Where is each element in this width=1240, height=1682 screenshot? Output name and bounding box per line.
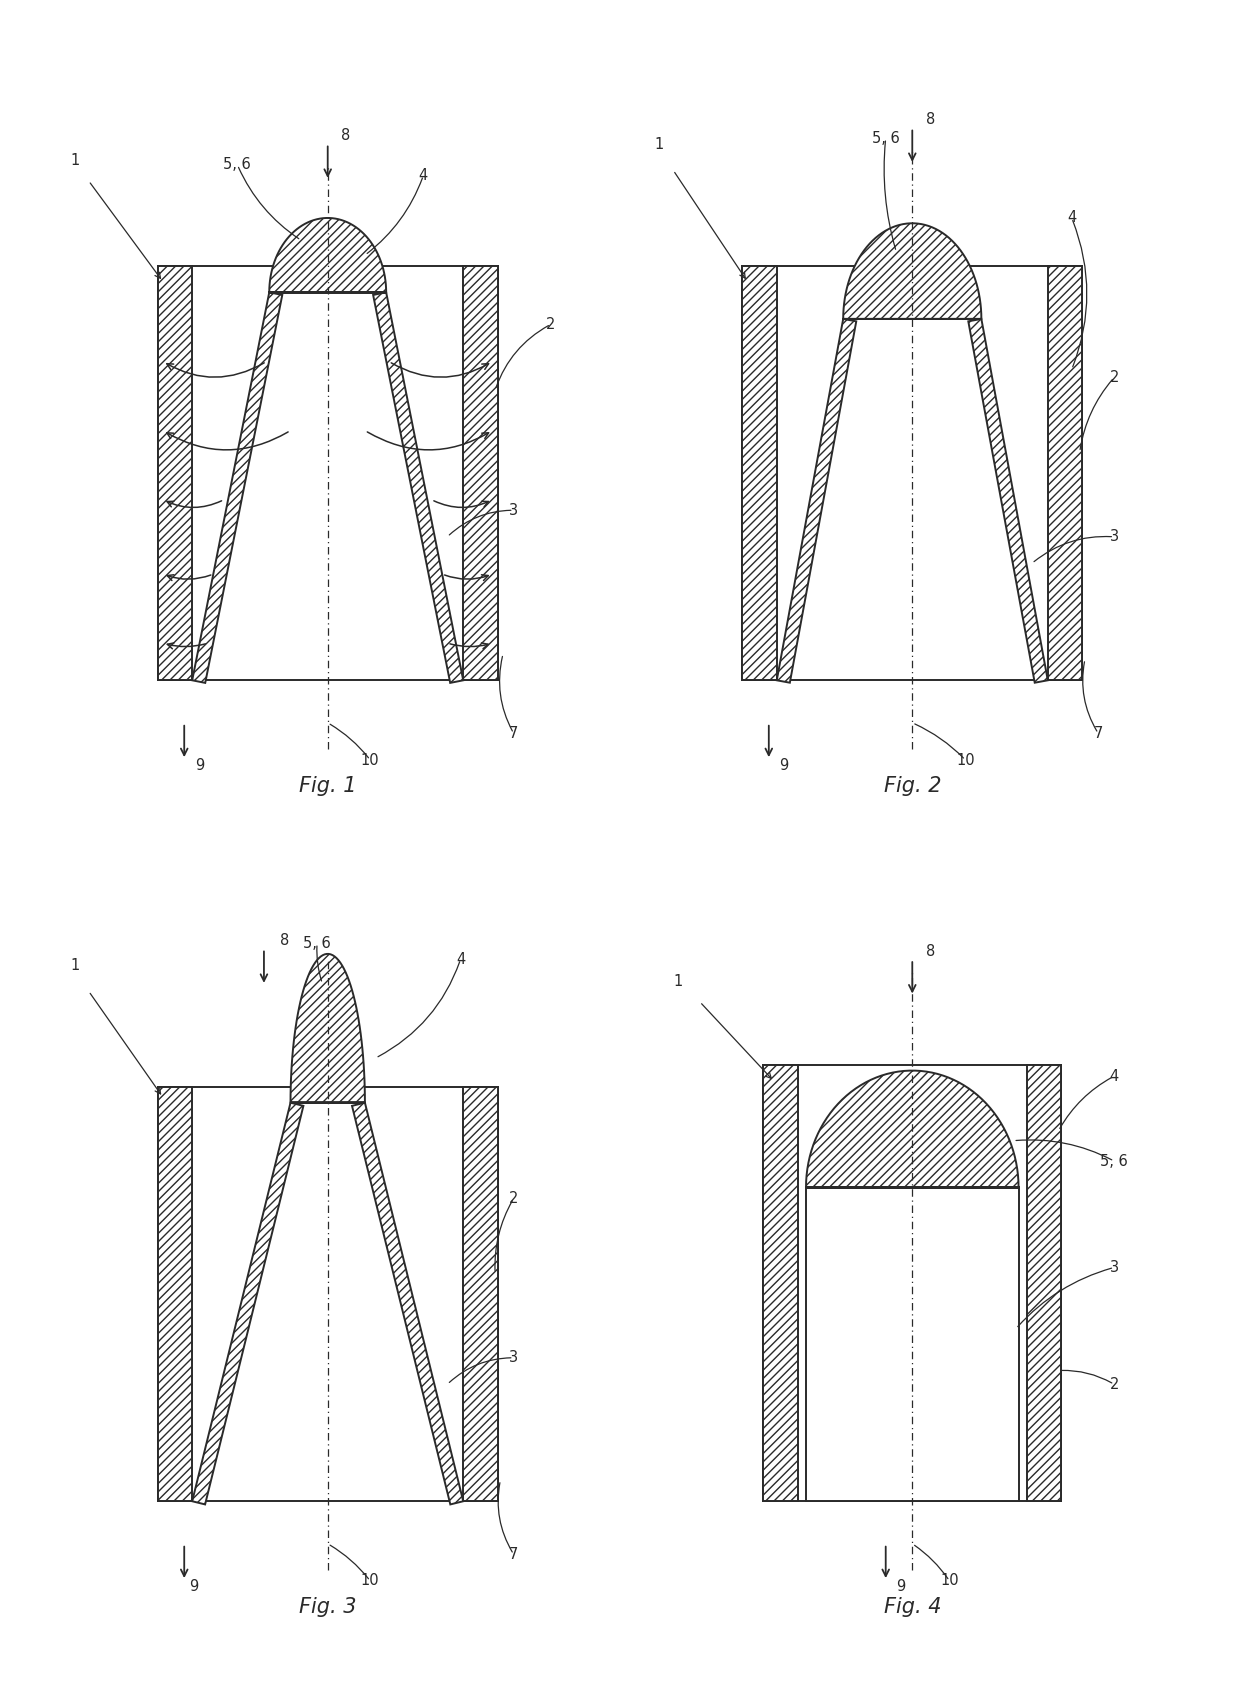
Bar — [157, 266, 497, 680]
Bar — [1027, 1065, 1061, 1502]
Text: 5, 6: 5, 6 — [1100, 1154, 1128, 1169]
Text: 7: 7 — [510, 1547, 518, 1563]
Text: 9: 9 — [897, 1579, 905, 1595]
Text: 2: 2 — [1110, 1378, 1118, 1391]
Text: 3: 3 — [1110, 1260, 1118, 1275]
Text: 8: 8 — [925, 113, 935, 128]
Bar — [743, 266, 776, 680]
Text: 8: 8 — [341, 128, 350, 143]
Text: 9: 9 — [780, 759, 789, 772]
Bar — [157, 1087, 192, 1502]
Polygon shape — [968, 320, 1048, 683]
Polygon shape — [192, 1103, 304, 1504]
Polygon shape — [352, 1103, 464, 1504]
Text: 2: 2 — [510, 1191, 518, 1206]
Text: 7: 7 — [1094, 727, 1102, 742]
Text: Fig. 4: Fig. 4 — [884, 1596, 941, 1616]
Text: 4: 4 — [1110, 1068, 1118, 1083]
Polygon shape — [373, 293, 464, 683]
Bar — [157, 1087, 497, 1502]
Text: 2: 2 — [547, 316, 556, 331]
Text: 3: 3 — [510, 1351, 518, 1366]
Text: 3: 3 — [1110, 530, 1118, 545]
Polygon shape — [269, 219, 386, 293]
Polygon shape — [843, 224, 981, 320]
Text: 8: 8 — [925, 944, 935, 959]
Text: 5, 6: 5, 6 — [304, 935, 331, 950]
Text: 4: 4 — [1068, 210, 1076, 225]
Text: 10: 10 — [361, 1573, 379, 1588]
Polygon shape — [290, 954, 365, 1103]
Bar — [806, 1187, 1018, 1502]
Text: Fig. 3: Fig. 3 — [299, 1596, 356, 1616]
Polygon shape — [776, 320, 857, 683]
Polygon shape — [192, 293, 283, 683]
Text: 1: 1 — [655, 136, 663, 151]
Text: 1: 1 — [673, 974, 682, 989]
Text: 10: 10 — [361, 752, 379, 767]
Text: 5, 6: 5, 6 — [223, 158, 252, 172]
Text: Fig. 2: Fig. 2 — [884, 775, 941, 796]
Bar — [764, 1065, 1061, 1502]
Text: Fig. 1: Fig. 1 — [299, 775, 356, 796]
Bar — [743, 266, 1083, 680]
Bar — [1048, 266, 1083, 680]
Text: 5, 6: 5, 6 — [872, 131, 899, 146]
Text: 10: 10 — [940, 1573, 959, 1588]
Text: 1: 1 — [69, 957, 79, 972]
Bar — [464, 266, 497, 680]
Text: 4: 4 — [456, 952, 465, 967]
Text: 3: 3 — [510, 503, 518, 518]
Text: 4: 4 — [419, 168, 428, 183]
Text: 2: 2 — [1110, 370, 1118, 385]
Text: 9: 9 — [195, 759, 205, 772]
Text: 7: 7 — [510, 727, 518, 742]
Bar — [157, 266, 192, 680]
Bar — [464, 1087, 497, 1502]
Text: 10: 10 — [956, 752, 975, 767]
Polygon shape — [806, 1071, 1018, 1187]
Text: 9: 9 — [190, 1579, 198, 1595]
Text: 1: 1 — [69, 153, 79, 168]
Bar — [764, 1065, 799, 1502]
Text: 8: 8 — [280, 934, 289, 949]
